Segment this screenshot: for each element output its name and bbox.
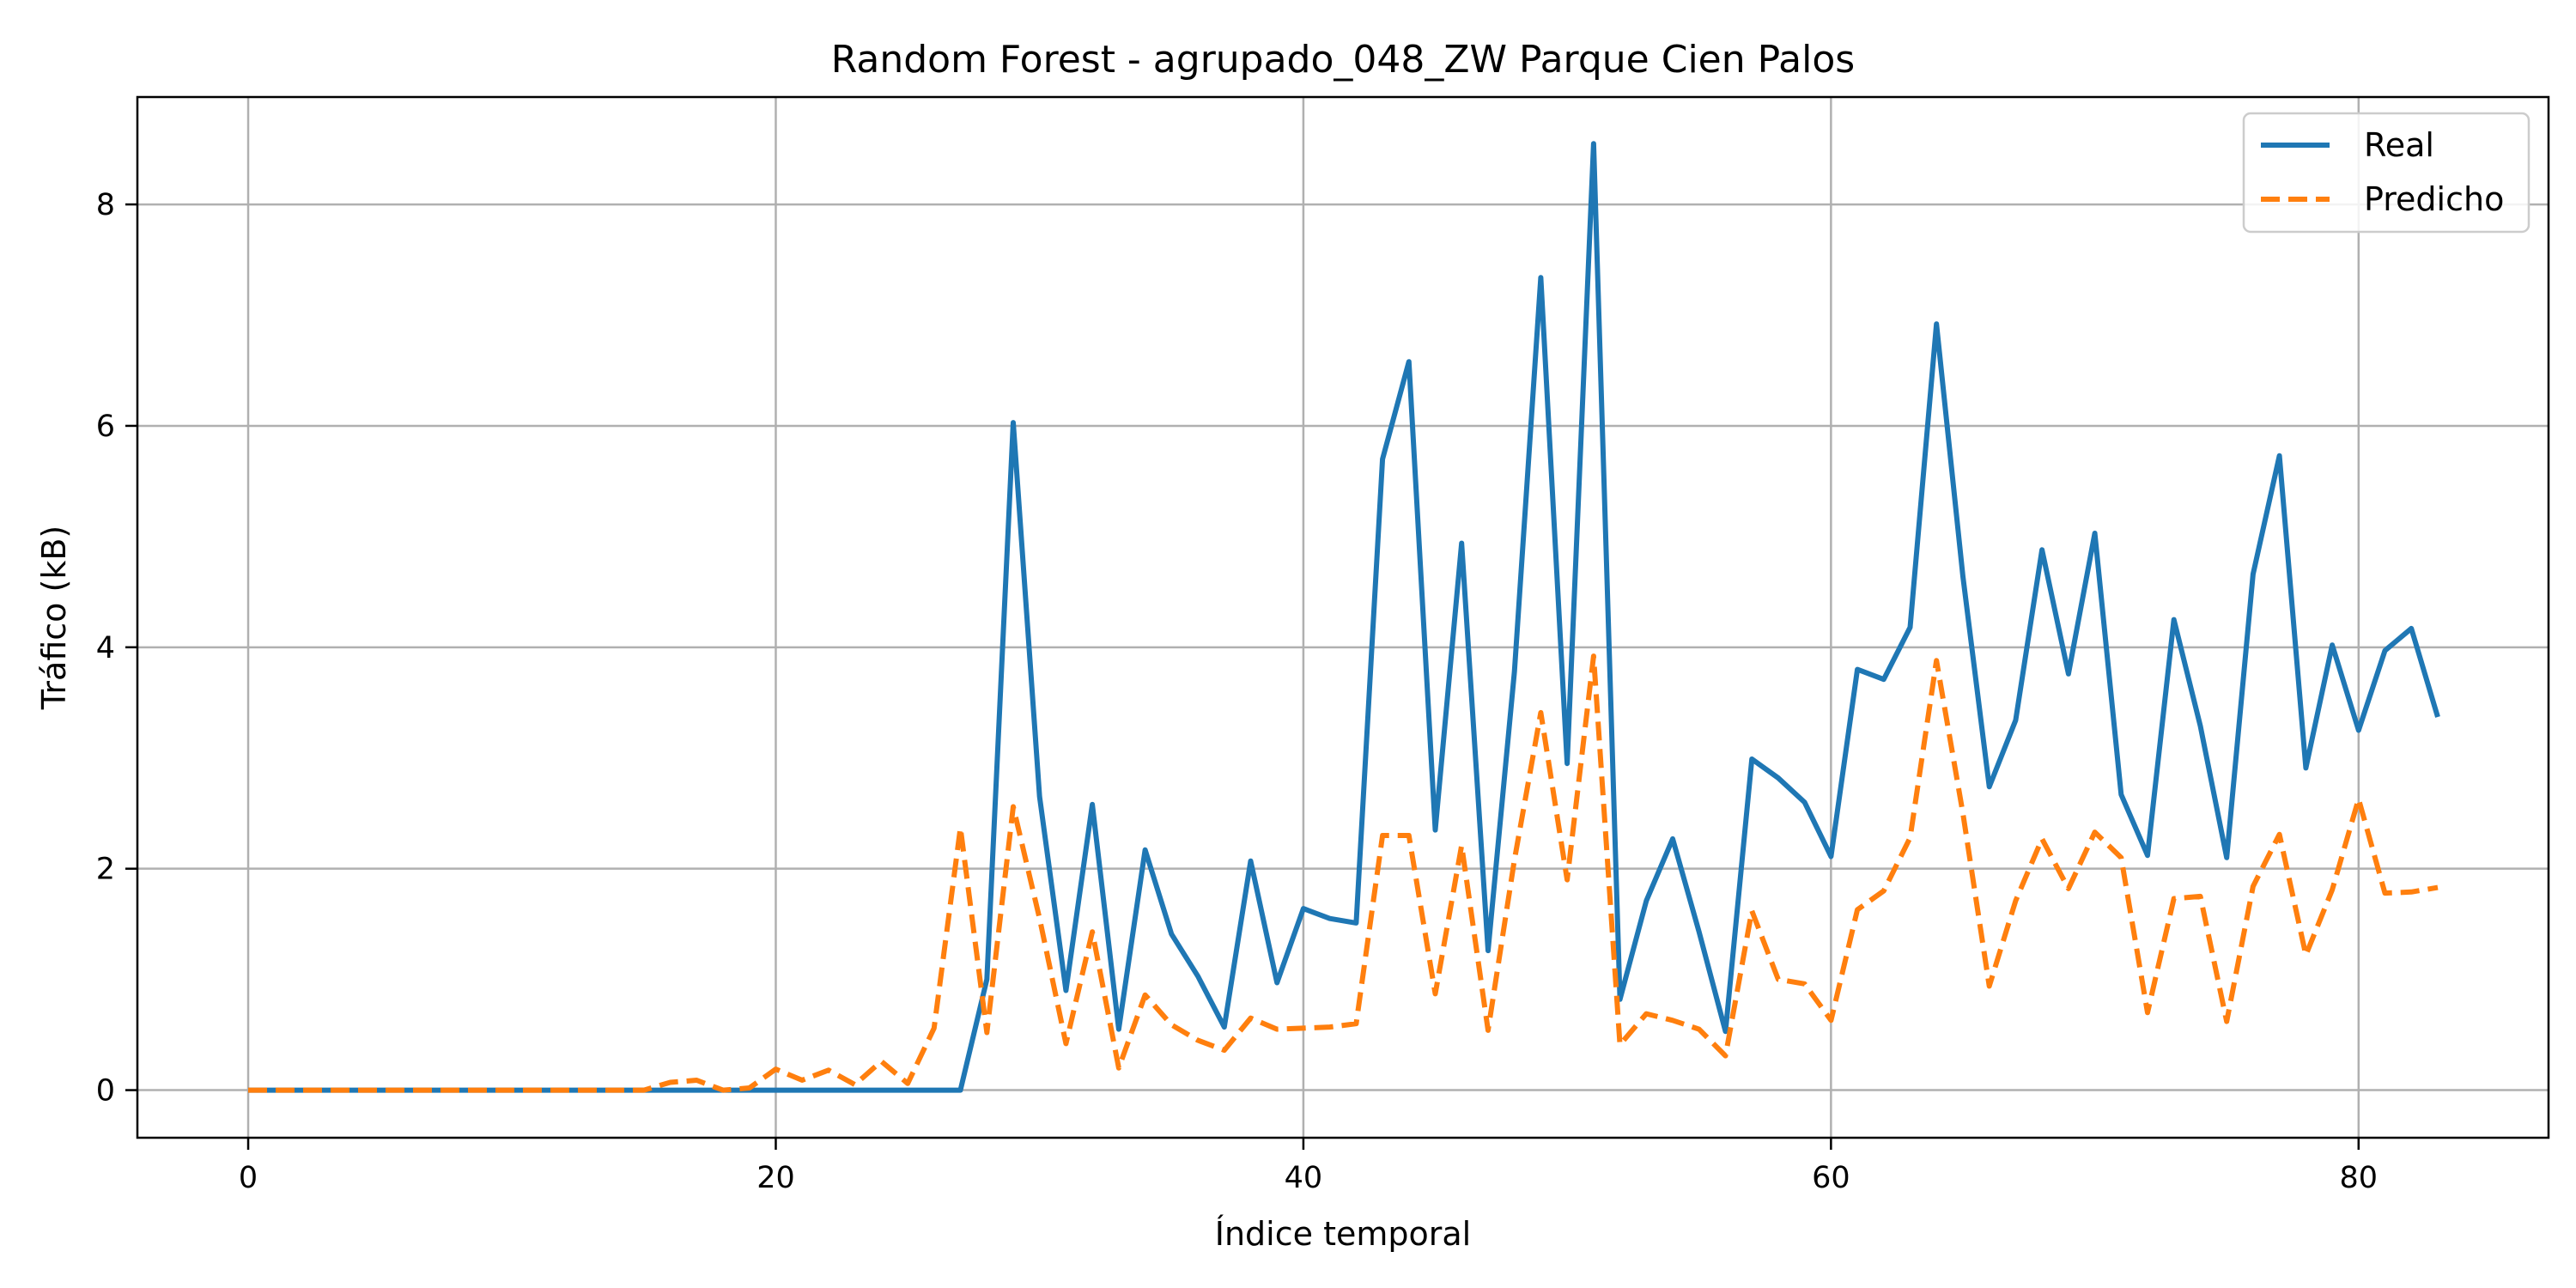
y-tick-label: 4 [96, 631, 115, 665]
ticks-layer: 0 20 40 60 80 0 2 4 6 8 [96, 188, 2378, 1195]
x-tick-label: 40 [1285, 1161, 1323, 1195]
y-axis-label: Tráfico (kB) [35, 526, 73, 710]
chart-title: Random Forest - agrupado_048_ZW Parque C… [831, 38, 1855, 82]
x-axis-label: Índice temporal [1215, 1215, 1471, 1253]
x-tick-label: 60 [1812, 1161, 1850, 1195]
y-tick-label: 0 [96, 1074, 115, 1109]
y-tick-label: 8 [96, 188, 115, 222]
legend-label-predicho: Predicho [2364, 180, 2504, 218]
series-layer [248, 141, 2440, 1093]
legend-label-real: Real [2364, 126, 2434, 164]
y-tick-label: 6 [96, 410, 115, 444]
x-tick-label: 80 [2340, 1161, 2379, 1195]
legend: Real Predicho [2242, 112, 2530, 234]
plot-frame [136, 95, 2550, 1139]
series-line-predicho [248, 653, 2439, 1093]
x-tick-label: 20 [756, 1161, 795, 1195]
x-tick-label: 0 [239, 1161, 258, 1195]
y-tick-label: 2 [96, 853, 115, 887]
